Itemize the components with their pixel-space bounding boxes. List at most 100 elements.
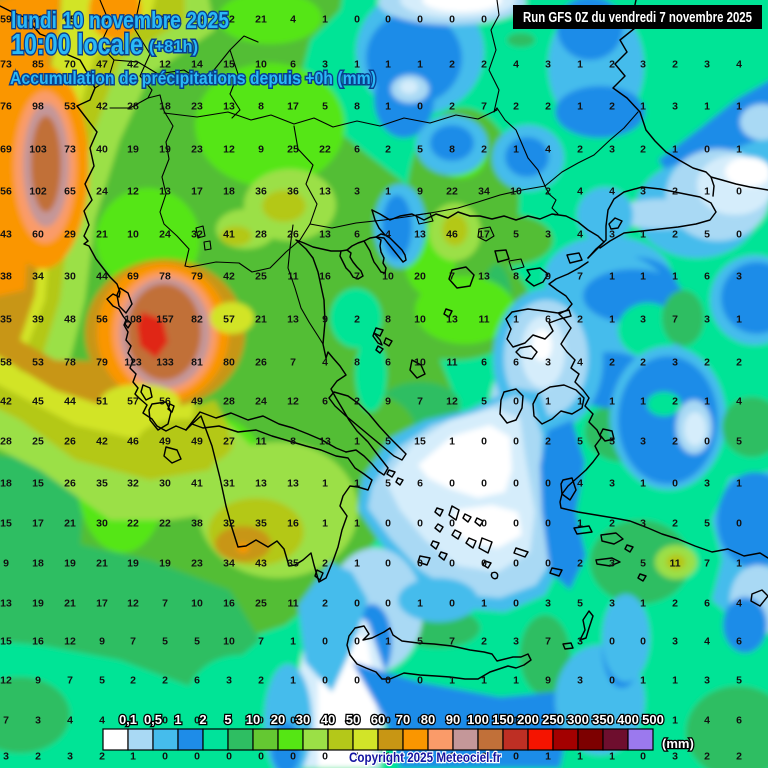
svg-text:3: 3 [545, 357, 551, 369]
svg-text:17: 17 [191, 186, 203, 198]
svg-text:4: 4 [736, 396, 742, 408]
svg-text:51: 51 [96, 396, 108, 408]
svg-text:19: 19 [159, 558, 171, 570]
svg-text:5: 5 [609, 436, 615, 448]
svg-text:1: 1 [577, 751, 583, 763]
svg-text:5: 5 [736, 675, 742, 687]
svg-text:0: 0 [640, 636, 646, 648]
svg-text:6: 6 [354, 144, 360, 156]
svg-text:1: 1 [481, 598, 487, 610]
svg-text:7: 7 [481, 101, 487, 113]
svg-text:1: 1 [640, 478, 646, 490]
svg-text:16: 16 [223, 598, 235, 610]
svg-text:3: 3 [609, 478, 615, 490]
svg-text:5: 5 [322, 101, 328, 113]
svg-text:3: 3 [354, 186, 360, 198]
svg-text:9: 9 [417, 186, 423, 198]
svg-text:34: 34 [478, 186, 490, 198]
svg-text:42: 42 [127, 59, 139, 71]
svg-text:36: 36 [287, 186, 299, 198]
svg-text:0: 0 [417, 14, 423, 26]
svg-text:1: 1 [609, 396, 615, 408]
svg-text:19: 19 [159, 144, 171, 156]
svg-text:0: 0 [162, 751, 168, 763]
svg-text:29: 29 [64, 229, 76, 241]
svg-text:16: 16 [319, 271, 331, 283]
svg-text:9: 9 [258, 144, 264, 156]
svg-text:8: 8 [513, 271, 519, 283]
svg-text:3: 3 [672, 101, 678, 113]
svg-text:27: 27 [223, 436, 235, 448]
svg-text:7: 7 [258, 636, 264, 648]
svg-text:43: 43 [255, 558, 267, 570]
svg-text:4: 4 [577, 478, 583, 490]
svg-text:2: 2 [35, 751, 41, 763]
svg-text:300: 300 [567, 712, 589, 727]
svg-text:21: 21 [255, 14, 267, 26]
svg-text:12: 12 [127, 186, 139, 198]
svg-text:5: 5 [736, 436, 742, 448]
svg-text:4: 4 [99, 715, 105, 727]
svg-text:5: 5 [385, 436, 391, 448]
svg-text:1: 1 [354, 518, 360, 530]
svg-text:0: 0 [417, 715, 423, 727]
svg-text:0: 0 [322, 751, 328, 763]
svg-text:80: 80 [421, 712, 435, 727]
svg-text:6: 6 [385, 357, 391, 369]
svg-text:3: 3 [736, 271, 742, 283]
svg-text:10: 10 [191, 598, 203, 610]
svg-text:32: 32 [191, 229, 203, 241]
svg-text:0: 0 [513, 518, 519, 530]
svg-text:70: 70 [396, 712, 410, 727]
svg-text:34: 34 [32, 271, 44, 283]
svg-text:1: 1 [577, 518, 583, 530]
svg-text:85: 85 [32, 59, 44, 71]
svg-text:3: 3 [513, 636, 519, 648]
svg-text:0: 0 [290, 715, 296, 727]
svg-text:2: 2 [672, 186, 678, 198]
svg-text:0: 0 [449, 478, 455, 490]
svg-text:6: 6 [290, 59, 296, 71]
svg-text:47: 47 [96, 59, 108, 71]
svg-text:42: 42 [96, 436, 108, 448]
svg-text:0: 0 [417, 101, 423, 113]
svg-text:2: 2 [322, 558, 328, 570]
svg-text:9: 9 [99, 636, 105, 648]
svg-text:10: 10 [382, 271, 394, 283]
svg-text:1: 1 [385, 751, 391, 763]
svg-text:12: 12 [223, 14, 235, 26]
svg-text:22: 22 [319, 144, 331, 156]
svg-text:0: 0 [385, 675, 391, 687]
svg-text:12: 12 [159, 59, 171, 71]
svg-text:13: 13 [319, 229, 331, 241]
svg-text:0,1: 0,1 [119, 712, 137, 727]
svg-text:6: 6 [322, 396, 328, 408]
svg-text:7: 7 [417, 396, 423, 408]
svg-text:34: 34 [223, 558, 235, 570]
svg-text:5: 5 [99, 675, 105, 687]
svg-text:15: 15 [0, 636, 12, 648]
svg-text:1: 1 [672, 715, 678, 727]
svg-text:0: 0 [513, 558, 519, 570]
svg-text:21: 21 [64, 598, 76, 610]
svg-text:1: 1 [609, 314, 615, 326]
svg-text:6: 6 [736, 636, 742, 648]
svg-text:5: 5 [704, 518, 710, 530]
svg-text:12: 12 [287, 396, 299, 408]
svg-text:15: 15 [0, 518, 12, 530]
svg-text:500: 500 [642, 712, 664, 727]
svg-text:30: 30 [296, 712, 310, 727]
svg-text:6: 6 [704, 271, 710, 283]
svg-text:4: 4 [736, 59, 742, 71]
svg-text:13: 13 [223, 101, 235, 113]
svg-text:Accumulation de précipitations: Accumulation de précipitations depuis +0… [10, 68, 376, 88]
svg-text:1: 1 [704, 186, 710, 198]
svg-text:1: 1 [609, 271, 615, 283]
svg-text:10: 10 [510, 186, 522, 198]
svg-text:22: 22 [159, 518, 171, 530]
svg-text:26: 26 [64, 436, 76, 448]
svg-text:38: 38 [0, 271, 12, 283]
svg-text:0: 0 [513, 751, 519, 763]
svg-text:30: 30 [159, 478, 171, 490]
svg-text:2: 2 [672, 229, 678, 241]
